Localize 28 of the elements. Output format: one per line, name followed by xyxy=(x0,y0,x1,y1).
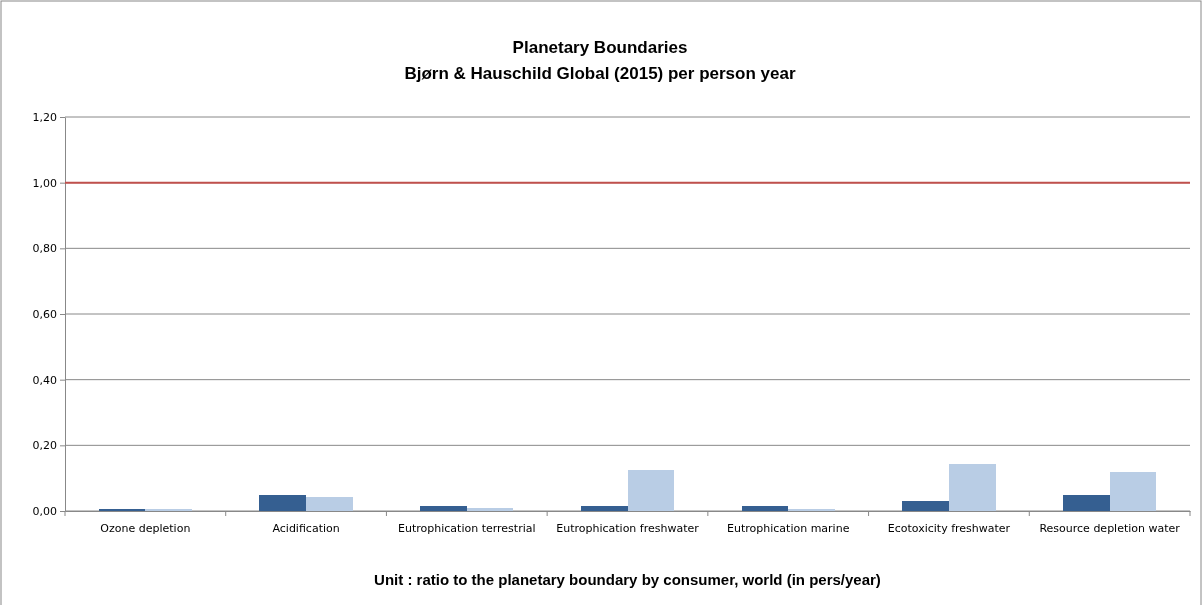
chart-subtitle: Bjørn & Hauschild Global (2015) per person year xyxy=(404,64,796,83)
x-tick-label: Acidification xyxy=(272,521,340,535)
chart-title: Planetary Boundaries xyxy=(512,38,688,57)
y-tick-label: 0,20 xyxy=(32,439,57,453)
x-tick-label: Ecotoxicity freshwater xyxy=(887,521,1011,535)
bar xyxy=(1109,472,1157,511)
x-tick-label: Resource depletion water xyxy=(1039,521,1181,535)
bar xyxy=(948,464,996,511)
x-tick-label: Eutrophication terrestrial xyxy=(398,521,536,535)
y-tick-label: 0,40 xyxy=(32,373,57,387)
bar xyxy=(306,496,353,511)
x-tick-label: Eutrophication marine xyxy=(727,521,850,535)
bar xyxy=(580,506,628,511)
y-tick-label: 1,00 xyxy=(32,176,57,190)
x-axis-title: Unit : ratio to the planetary boundary by consumer, world (in pers/year) xyxy=(374,571,881,588)
bar xyxy=(627,470,675,511)
x-tick-label: Ozone depletion xyxy=(100,521,191,535)
bar xyxy=(1063,494,1110,511)
bar xyxy=(466,508,514,511)
bar xyxy=(259,494,307,511)
y-tick-label: 0,00 xyxy=(32,505,57,519)
bar xyxy=(420,506,467,511)
bar xyxy=(902,501,949,511)
y-tick-label: 1,20 xyxy=(32,111,57,125)
x-tick-label: Eutrophication freshwater xyxy=(556,521,700,535)
y-tick-label: 0,60 xyxy=(32,308,57,322)
y-tick-label: 0,80 xyxy=(32,242,57,256)
bar xyxy=(741,506,789,511)
